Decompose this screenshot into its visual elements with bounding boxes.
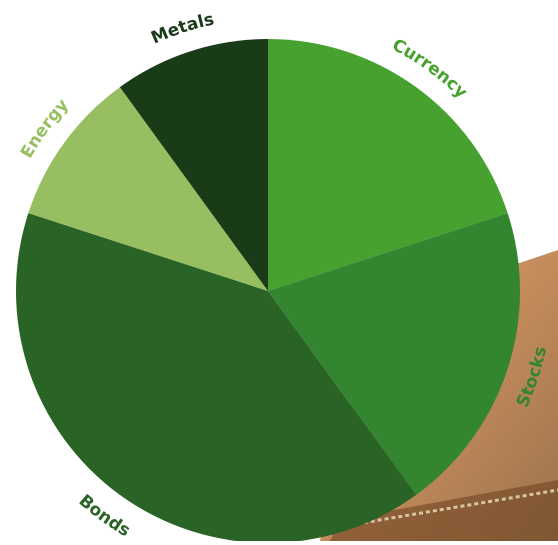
pie-slices xyxy=(15,39,520,544)
pie-slice-metals xyxy=(119,39,268,291)
slice-label-bonds: Bonds xyxy=(75,491,134,541)
pie-slice-bonds xyxy=(15,213,417,544)
pie-slice-currency xyxy=(268,39,508,291)
pie-slice-stocks xyxy=(268,213,520,495)
slice-label-metals: Metals xyxy=(148,10,216,49)
pie-slice-energy xyxy=(28,87,269,291)
